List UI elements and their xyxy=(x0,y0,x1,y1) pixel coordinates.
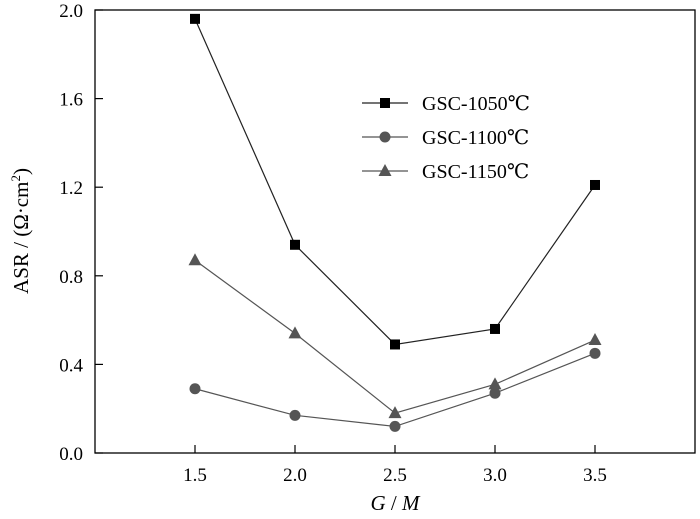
y-axis-title-close: ) xyxy=(9,168,33,175)
series-0-point-1 xyxy=(290,239,300,250)
legend-entry-1: GSC-1100℃ xyxy=(362,127,529,149)
y-tick-label-4: 1.6 xyxy=(59,90,83,111)
y-tick-label-5: 2.0 xyxy=(59,1,83,22)
series-0-point-2 xyxy=(390,339,400,350)
x-tick-label-4: 3.5 xyxy=(583,465,607,486)
x-axis-title: G / M xyxy=(370,491,421,515)
series-1 xyxy=(189,347,601,432)
series-0 xyxy=(190,13,600,350)
y-axis-title-main: ASR / (Ω·cm xyxy=(9,182,33,294)
plot-frame xyxy=(94,9,696,454)
legend: GSC-1050℃ GSC-1100℃ GSC-1150℃ xyxy=(362,93,530,183)
x-axis-title-m: M xyxy=(401,491,421,515)
series-0-point-0 xyxy=(190,13,200,24)
legend-marker-2 xyxy=(378,164,392,176)
series-2-line xyxy=(194,259,596,414)
y-tick-label-3: 1.2 xyxy=(59,178,83,199)
y-tick-label-2: 0.8 xyxy=(59,267,83,288)
legend-label-2: GSC-1150℃ xyxy=(422,161,529,183)
x-tick-label-1: 2.0 xyxy=(283,465,307,486)
series-2-point-4 xyxy=(588,333,602,346)
series-1-point-1 xyxy=(289,409,301,421)
series-1-point-3 xyxy=(489,387,501,399)
y-tick-label-0: 0.0 xyxy=(59,444,83,465)
series-2-point-1 xyxy=(288,326,302,339)
legend-label-0: GSC-1050℃ xyxy=(422,93,530,115)
legend-marker-1 xyxy=(379,131,391,143)
x-axis-title-sep: / xyxy=(386,491,402,515)
x-axis-title-g: G xyxy=(370,491,385,515)
legend-marker-0 xyxy=(380,98,390,108)
series-2 xyxy=(188,253,602,419)
series-0-line xyxy=(194,18,596,346)
legend-label-1: GSC-1100℃ xyxy=(422,127,529,149)
y-axis-title: ASR / (Ω·cm2) xyxy=(8,168,33,294)
series-1-point-4 xyxy=(589,347,601,359)
x-tick-label-2: 2.5 xyxy=(383,465,407,486)
series-2-point-3 xyxy=(488,377,502,390)
x-tick-label-0: 1.5 xyxy=(183,465,207,486)
series-layer xyxy=(188,13,602,432)
y-axis-title-sup: 2 xyxy=(8,175,23,182)
series-1-point-2 xyxy=(389,420,401,432)
legend-entry-2: GSC-1150℃ xyxy=(362,161,529,183)
series-2-point-0 xyxy=(188,253,202,266)
series-1-point-0 xyxy=(189,383,201,395)
series-0-point-3 xyxy=(490,323,500,334)
legend-entry-0: GSC-1050℃ xyxy=(362,93,530,115)
series-0-point-4 xyxy=(590,179,600,190)
y-tick-label-1: 0.4 xyxy=(59,355,83,376)
x-tick-label-3: 3.0 xyxy=(483,465,507,486)
axis-ticks: 1.5 2.0 2.5 3.0 3.5 0.0 0.4 0.8 1.2 1.6 2.0 xyxy=(59,1,607,486)
series-2-point-2 xyxy=(388,406,402,419)
